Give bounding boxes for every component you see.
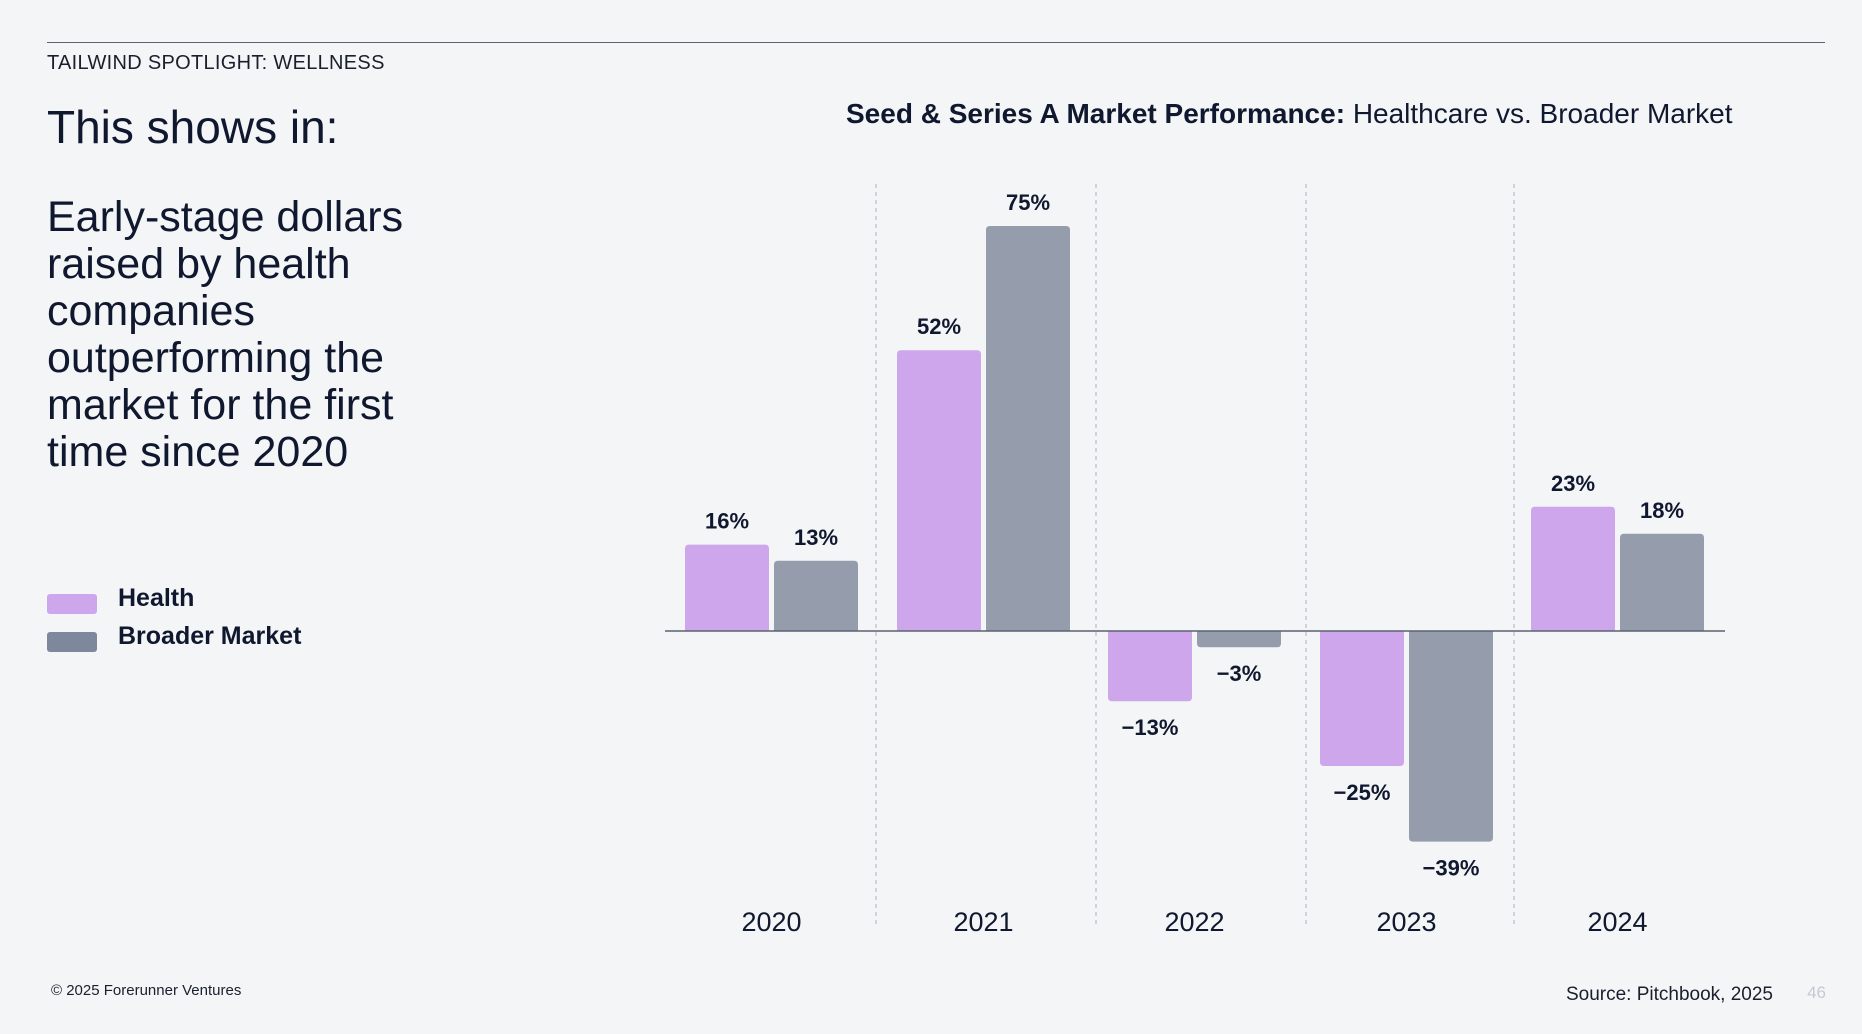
legend-swatch-broader-market bbox=[47, 632, 97, 652]
chart-title-regular: Healthcare vs. Broader Market bbox=[1352, 98, 1733, 129]
source-note: Source: Pitchbook, 2025 bbox=[1565, 984, 1773, 1005]
eyebrow-label: TAILWIND SPOTLIGHT: WELLNESS bbox=[47, 52, 385, 74]
chart-title: Seed & Series A Market Performance: Heal… bbox=[846, 98, 1733, 130]
data-label-broader-market-2023: −39% bbox=[1423, 856, 1480, 881]
data-label-health-2023: −25% bbox=[1334, 780, 1391, 805]
bar-health-2023 bbox=[1320, 631, 1404, 766]
bar-broader-market-2022 bbox=[1197, 631, 1281, 648]
headline: This shows in: bbox=[47, 101, 339, 153]
page-number: 46 bbox=[1807, 983, 1826, 1002]
bar-broader-market-2021 bbox=[986, 226, 1070, 631]
x-tick-label-2023: 2023 bbox=[1376, 907, 1436, 937]
copyright: © 2025 Forerunner Ventures bbox=[51, 982, 242, 999]
data-label-broader-market-2020: 13% bbox=[794, 525, 838, 550]
x-tick-label-2020: 2020 bbox=[741, 907, 801, 937]
x-tick-label-2024: 2024 bbox=[1587, 907, 1647, 937]
bar-health-2020 bbox=[685, 544, 769, 631]
data-label-health-2022: −13% bbox=[1122, 715, 1179, 740]
data-label-health-2020: 16% bbox=[705, 509, 749, 534]
bar-broader-market-2023 bbox=[1409, 631, 1493, 842]
bar-broader-market-2024 bbox=[1620, 533, 1704, 631]
body-text: Early-stage dollars raised by health com… bbox=[47, 193, 404, 476]
legend-swatch-health bbox=[47, 594, 97, 614]
data-label-broader-market-2021: 75% bbox=[1006, 190, 1050, 215]
top-rule bbox=[47, 42, 1825, 43]
legend-label-broader-market: Broader Market bbox=[118, 622, 302, 650]
data-label-broader-market-2022: −3% bbox=[1217, 661, 1262, 686]
bar-broader-market-2020 bbox=[774, 560, 858, 631]
bar-health-2021 bbox=[897, 350, 981, 631]
x-tick-label-2021: 2021 bbox=[953, 907, 1013, 937]
bar-health-2024 bbox=[1531, 506, 1615, 631]
data-label-health-2024: 23% bbox=[1551, 471, 1595, 496]
legend-label-health: Health bbox=[118, 584, 195, 612]
data-label-broader-market-2024: 18% bbox=[1640, 498, 1684, 523]
data-label-health-2021: 52% bbox=[917, 314, 961, 339]
bar-health-2022 bbox=[1108, 631, 1192, 702]
chart-title-bold: Seed & Series A Market Performance: bbox=[846, 98, 1346, 129]
x-tick-label-2022: 2022 bbox=[1164, 907, 1224, 937]
